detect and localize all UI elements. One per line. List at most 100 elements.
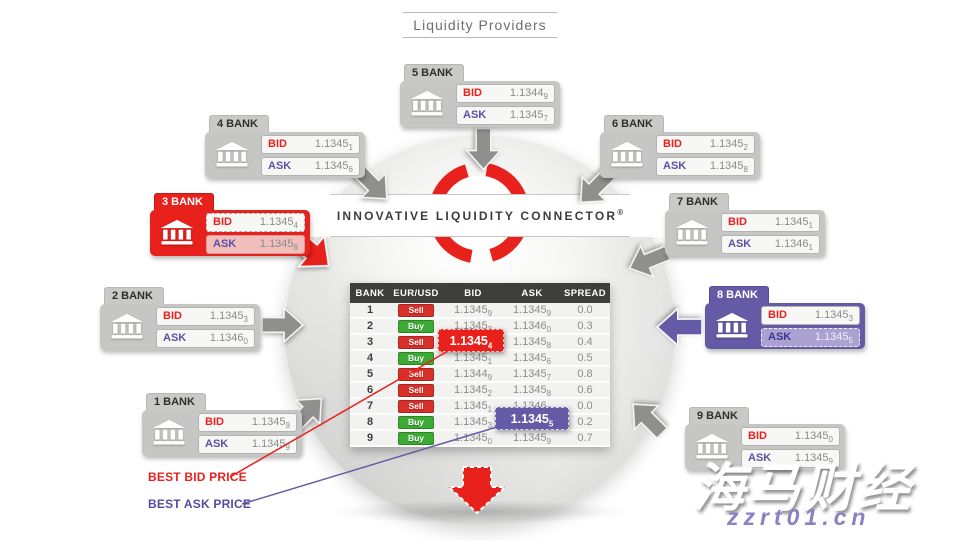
- bid-price: 1.13451: [314, 138, 353, 153]
- spread-value: 0.0: [577, 304, 593, 316]
- bank-card-1: 1 BANK BID 1.13459 ASK 1.13459: [142, 392, 302, 456]
- bank-quote-rows: BID 1.13459 ASK 1.13459: [198, 412, 297, 454]
- connector-band: INNOVATIVE LIQUIDITY CONNECTOR®: [230, 194, 730, 237]
- bank-quote-rows: BID 1.13453 ASK 1.13455: [761, 305, 860, 347]
- buy-button[interactable]: Buy: [398, 319, 434, 333]
- bid-label: BID: [163, 310, 182, 322]
- bank-icon: [687, 433, 737, 461]
- bank-icon: [144, 419, 194, 447]
- bank-card-body: BID 1.13454 ASK 1.13458: [150, 210, 310, 256]
- ask-price: 1.13458: [512, 336, 552, 351]
- buy-button[interactable]: Buy: [398, 431, 434, 445]
- column-header: SPREAD: [564, 287, 606, 299]
- ask-price: 1.13457: [509, 109, 548, 124]
- ask-price: 1.13458: [259, 238, 298, 253]
- bid-label: BID: [205, 416, 224, 428]
- bank-card-6: 6 BANK BID 1.13452 ASK 1.13458: [600, 114, 760, 178]
- watermark-brand: 海马财经: [693, 460, 914, 518]
- table-row: 6 Sell 1.13452 1.13458 0.6: [350, 383, 610, 399]
- bank-icon: [102, 313, 152, 341]
- action-cell: Sell: [390, 303, 442, 317]
- bid-label: BID: [268, 138, 287, 150]
- bank-bid-row: BID 1.13450: [741, 426, 840, 446]
- bank-number: 1: [366, 304, 374, 316]
- sell-button[interactable]: Sell: [398, 383, 434, 397]
- sell-button[interactable]: Sell: [398, 335, 434, 349]
- bid-label: BID: [663, 138, 682, 150]
- spread-value: 0.8: [577, 368, 593, 380]
- bank-number: 2: [366, 320, 374, 332]
- ask-label: ASK: [268, 160, 292, 172]
- bank-ask-row: ASK 1.13455: [761, 327, 860, 347]
- buy-button[interactable]: Buy: [398, 415, 434, 429]
- table-row: 5 Sell 1.13449 1.13457 0.8: [350, 367, 610, 383]
- bank-bid-row: BID 1.13451: [261, 134, 360, 154]
- sell-button[interactable]: Sell: [398, 303, 434, 317]
- action-cell: Sell: [390, 367, 442, 381]
- action-cell: Buy: [390, 351, 442, 365]
- sell-button[interactable]: Sell: [398, 399, 434, 413]
- bid-price: 1.13454: [259, 216, 298, 231]
- table-row: 1 Sell 1.13459 1.13459 0.0: [350, 303, 610, 319]
- bank-bid-row: BID 1.13451: [721, 212, 820, 232]
- bank-icon: [207, 141, 257, 169]
- bank-quote-rows: BID 1.13454 ASK 1.13458: [206, 212, 305, 254]
- column-header: ASK: [521, 287, 543, 299]
- ask-price: 1.13456: [512, 352, 552, 367]
- action-cell: Sell: [390, 335, 442, 349]
- ask-label: ASK: [163, 332, 187, 344]
- bank-name: 3 BANK: [154, 193, 214, 210]
- highlighted-price: 1.13454: [449, 333, 493, 350]
- spread-value: 0.3: [577, 320, 593, 332]
- ask-price: 1.13455: [814, 331, 853, 346]
- bank-card-7: 7 BANK BID 1.13451 ASK 1.13461: [665, 192, 825, 256]
- bank-icon: [602, 141, 652, 169]
- column-header: EUR/USD: [393, 287, 439, 299]
- action-cell: Sell: [390, 399, 442, 413]
- page-title: Liquidity Providers: [403, 12, 557, 38]
- spread-value: 0.6: [577, 384, 593, 396]
- bank-bid-row: BID 1.13459: [198, 412, 297, 432]
- ask-label: ASK: [463, 109, 487, 121]
- bank-card-body: BID 1.13459 ASK 1.13459: [142, 410, 302, 456]
- sell-button[interactable]: Sell: [398, 367, 434, 381]
- best-ask-price-label: BEST ASK PRICE: [148, 497, 252, 511]
- down-arrow-icon: [446, 466, 508, 515]
- connector-label: INNOVATIVE LIQUIDITY CONNECTOR®: [336, 208, 624, 223]
- action-cell: Sell: [390, 383, 442, 397]
- bank-name: 6 BANK: [604, 115, 664, 132]
- ask-label: ASK: [728, 238, 752, 250]
- bank-card-8: 8 BANK BID 1.13453 ASK 1.13455: [705, 285, 865, 349]
- ask-price: 1.13456: [314, 160, 353, 175]
- column-header: BID: [464, 287, 482, 299]
- bank-bid-row: BID 1.13449: [456, 83, 555, 103]
- bid-price: 1.13449: [453, 368, 493, 383]
- bank-name: 9 BANK: [689, 407, 749, 424]
- bank-bid-row: BID 1.13453: [156, 306, 255, 326]
- bank-ask-row: ASK 1.13457: [456, 105, 555, 125]
- bid-price: 1.13453: [453, 416, 493, 431]
- buy-button[interactable]: Buy: [398, 351, 434, 365]
- flow-arrow-icon: [618, 386, 680, 448]
- bid-price: 1.13452: [709, 138, 748, 153]
- bank-icon: [667, 219, 717, 247]
- bank-number: 8: [366, 416, 374, 428]
- bid-price: 1.13453: [814, 309, 853, 324]
- highlighted-price: 1.13455: [510, 411, 554, 428]
- ask-price: 1.13461: [774, 238, 813, 253]
- table-row: 4 Buy 1.13451 1.13456 0.5: [350, 351, 610, 367]
- bank-quote-rows: BID 1.13450 ASK 1.13459: [741, 426, 840, 468]
- bank-bid-row: BID 1.13453: [761, 305, 860, 325]
- ask-price: 1.13459: [512, 432, 552, 447]
- bank-ask-row: ASK 1.13460: [156, 328, 255, 348]
- ask-label: ASK: [205, 438, 229, 450]
- action-cell: Buy: [390, 415, 442, 429]
- bank-quote-rows: BID 1.13449 ASK 1.13457: [456, 83, 555, 125]
- best-bid-callout: 1.13454: [438, 329, 504, 352]
- bid-label: BID: [768, 309, 787, 321]
- bank-number: 7: [366, 400, 374, 412]
- bank-name: 8 BANK: [709, 286, 769, 303]
- bank-card-9: 9 BANK BID 1.13450 ASK 1.13459: [685, 406, 845, 470]
- bank-card-4: 4 BANK BID 1.13451 ASK 1.13456: [205, 114, 365, 178]
